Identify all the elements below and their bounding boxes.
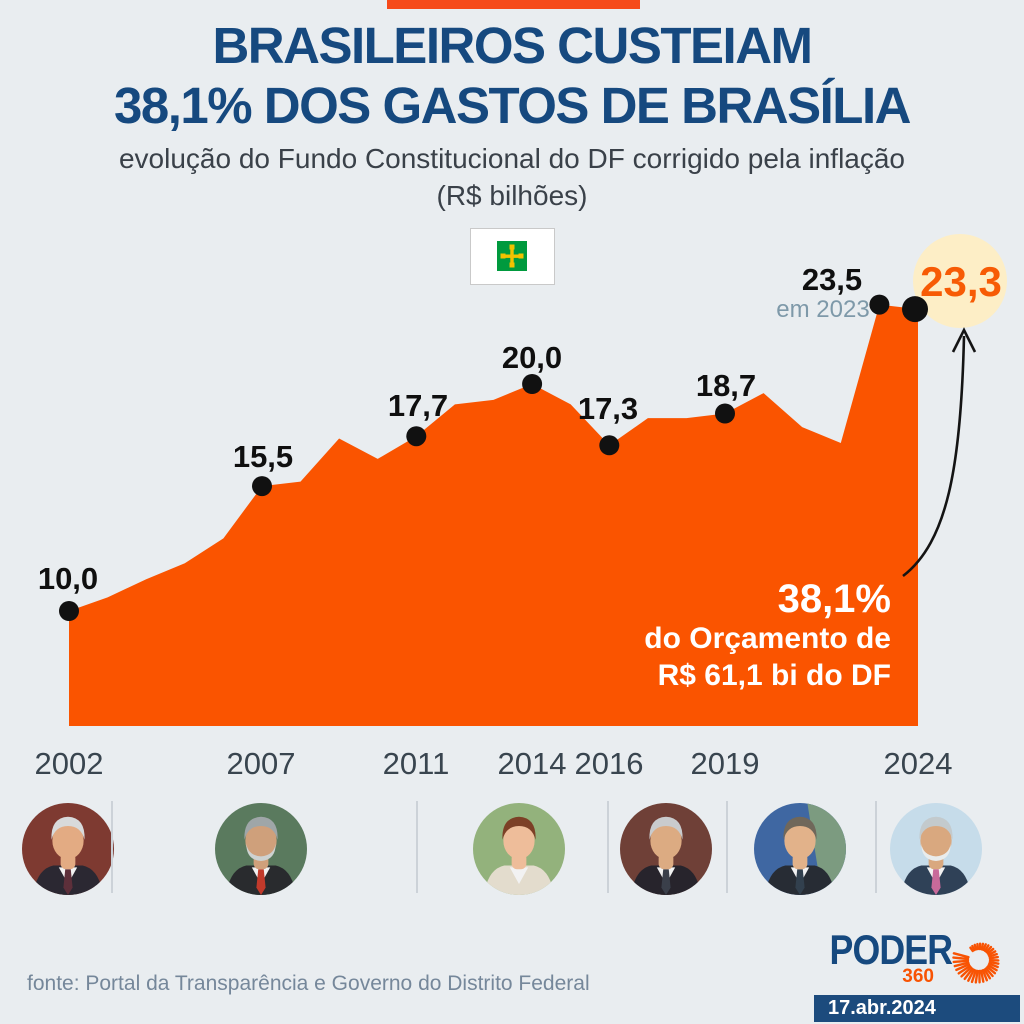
- sunburst-ray: [980, 942, 985, 951]
- df-flag-graphic: [497, 241, 527, 271]
- distrito-federal-flag-icon: [470, 228, 555, 285]
- president-photo-bolsonaro: [754, 803, 846, 895]
- subtitle-line1: evolução do Fundo Constitucional do DF c…: [118, 143, 906, 174]
- publication-date-badge: 17.abr.2024: [814, 995, 1020, 1022]
- poder360-logo-360: 360: [902, 966, 934, 987]
- president-portrait-temer: [620, 803, 712, 895]
- sunburst-ray: [976, 942, 980, 951]
- president-photo-dilma: [473, 803, 565, 895]
- sunburst-ray: [982, 943, 987, 952]
- sunburst-ray: [952, 952, 970, 959]
- value-label-2024-highlight: 23,3: [920, 258, 1002, 305]
- data-point-2023: [869, 294, 890, 315]
- data-point-2019: [715, 403, 735, 424]
- sunburst-ray: [952, 956, 970, 961]
- sunburst-ray: [988, 962, 999, 969]
- sunburst-ray: [967, 968, 976, 982]
- sunburst-ray: [981, 969, 988, 982]
- x-tick-2011: 2011: [382, 746, 450, 781]
- annotation-line3: R$ 61,1 bi do DF: [657, 659, 891, 692]
- value-note-2023: em 2023: [776, 296, 870, 323]
- x-tick-2014: 2014: [497, 746, 567, 781]
- sunburst-ray: [969, 946, 974, 953]
- sunburst-ray: [984, 967, 994, 978]
- sunburst-ray: [986, 965, 997, 975]
- annotation-arrow: [902, 335, 966, 578]
- sunburst-ray: [953, 961, 970, 968]
- poder360-logo-text: PODER: [829, 926, 954, 973]
- sunburst-ray: [960, 966, 973, 978]
- value-label-2016: 17,3: [577, 391, 639, 426]
- x-tick-2016: 2016: [574, 746, 644, 781]
- president-portrait-bolsonaro: [754, 803, 846, 895]
- president-portrait-dilma: [473, 803, 565, 895]
- sunburst-ray: [987, 950, 997, 956]
- data-point-2014: [522, 374, 543, 394]
- sunburst-ray: [952, 959, 970, 964]
- sunburst-ray: [985, 945, 993, 954]
- value-label-2007: 15,5: [232, 439, 294, 474]
- sunburst-ray: [974, 969, 979, 984]
- data-point-2016: [599, 435, 620, 456]
- chart-subtitle: evolução do Fundo Constitucional do DF c…: [0, 140, 1024, 214]
- annotation-line2: do Orçamento de: [644, 622, 891, 655]
- sunburst-ray: [971, 944, 976, 952]
- sunburst-ray: [987, 964, 998, 972]
- value-label-2023: 23,5: [801, 262, 863, 297]
- president-portrait-lula-1: [215, 803, 307, 895]
- sunburst-ray: [955, 963, 971, 972]
- value-label-2011: 17,7: [387, 388, 449, 423]
- presidents-divider: [875, 801, 877, 893]
- x-tick-2007: 2007: [226, 746, 296, 781]
- presidents-divider: [111, 801, 113, 893]
- president-photo-temer: [620, 803, 712, 895]
- title-line2: 38,1% DOS GASTOS DE BRASÍLIA: [114, 77, 911, 134]
- presidents-divider: [726, 801, 728, 893]
- sunburst-ray: [988, 960, 1000, 965]
- sunburst-ray: [970, 969, 977, 984]
- value-label-2014: 20,0: [501, 340, 563, 375]
- subtitle-line2: (R$ bilhões): [436, 180, 588, 211]
- presidents-divider: [607, 801, 609, 893]
- top-accent-bar: [387, 0, 640, 9]
- x-tick-2024: 2024: [883, 746, 953, 781]
- poder360-sunburst-icon: [952, 942, 1000, 984]
- president-portrait-fhc: [22, 803, 114, 895]
- x-tick-2019: 2019: [690, 746, 760, 781]
- value-label-2019: 18,7: [695, 368, 757, 403]
- sunburst-ray: [983, 968, 992, 980]
- budget-share-annotation: 38,1% do Orçamento de R$ 61,1 bi do DF: [644, 578, 891, 694]
- sunburst-ray: [973, 943, 978, 951]
- annotation-arrow-head: [951, 327, 977, 353]
- data-point-2002: [59, 601, 79, 621]
- publication-date: 17.abr.2024: [828, 997, 936, 1019]
- source-credit: fonte: Portal da Transparência e Governo…: [27, 972, 590, 995]
- title-line1: BRASILEIROS CUSTEIAM: [212, 17, 813, 74]
- sunburst-ray: [980, 969, 985, 983]
- sunburst-ray: [983, 944, 990, 952]
- sunburst-ray: [957, 964, 971, 975]
- president-photo-lula-1: [215, 803, 307, 895]
- annotation-percent: 38,1%: [777, 577, 891, 621]
- data-point-2007: [252, 476, 272, 497]
- president-photo-fhc: [22, 803, 114, 895]
- sunburst-ray: [963, 967, 974, 981]
- president-portrait-lula-2: [890, 803, 982, 895]
- data-point-2011: [406, 426, 427, 447]
- x-tick-2002: 2002: [34, 746, 104, 781]
- value-label-2002: 10,0: [37, 561, 99, 596]
- sunburst-ray: [986, 947, 995, 955]
- presidents-divider: [416, 801, 418, 893]
- president-photo-lula-2: [890, 803, 982, 895]
- sunburst-ray: [988, 955, 999, 960]
- sunburst-ray: [988, 952, 998, 958]
- page-title: BRASILEIROS CUSTEIAM 38,1% DOS GASTOS DE …: [0, 16, 1024, 136]
